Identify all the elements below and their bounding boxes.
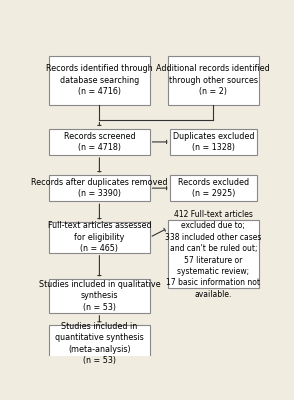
FancyBboxPatch shape xyxy=(168,220,259,288)
FancyBboxPatch shape xyxy=(49,325,150,362)
FancyBboxPatch shape xyxy=(49,279,150,313)
Text: 412 Full-text articles
excluded due to;
338 included other cases
and can't be ru: 412 Full-text articles excluded due to; … xyxy=(165,210,262,299)
Text: Additional records identified
through other sources
(n = 2): Additional records identified through ot… xyxy=(156,64,270,96)
Text: Records identified through
database searching
(n = 4716): Records identified through database sear… xyxy=(46,64,153,96)
FancyBboxPatch shape xyxy=(49,222,150,253)
Text: Full-text articles assessed
for eligibility
(n = 465): Full-text articles assessed for eligibil… xyxy=(48,222,151,253)
FancyBboxPatch shape xyxy=(170,175,257,201)
Text: Studies included in
quantitative synthesis
(meta-analysis)
(n = 53): Studies included in quantitative synthes… xyxy=(55,322,144,365)
Text: Records after duplicates removed
(n = 3390): Records after duplicates removed (n = 33… xyxy=(31,178,168,198)
FancyBboxPatch shape xyxy=(168,56,259,105)
Text: Records screened
(n = 4718): Records screened (n = 4718) xyxy=(64,132,135,152)
Text: Duplicates excluded
(n = 1328): Duplicates excluded (n = 1328) xyxy=(173,132,254,152)
FancyBboxPatch shape xyxy=(49,129,150,155)
Text: Studies included in qualitative
synthesis
(n = 53): Studies included in qualitative synthesi… xyxy=(39,280,160,312)
Text: Records excluded
(n = 2925): Records excluded (n = 2925) xyxy=(178,178,249,198)
FancyBboxPatch shape xyxy=(49,56,150,105)
FancyBboxPatch shape xyxy=(49,175,150,201)
FancyBboxPatch shape xyxy=(170,129,257,155)
